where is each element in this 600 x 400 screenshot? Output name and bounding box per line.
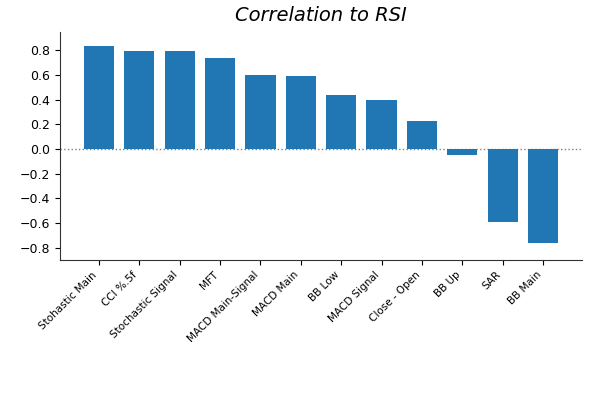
- Bar: [124, 51, 154, 149]
- Bar: [407, 121, 437, 149]
- Bar: [286, 76, 316, 149]
- Bar: [528, 149, 558, 243]
- Bar: [488, 149, 518, 222]
- Bar: [205, 58, 235, 149]
- Bar: [367, 100, 397, 149]
- Bar: [245, 75, 275, 149]
- Bar: [84, 46, 114, 149]
- Title: Correlation to RSI: Correlation to RSI: [235, 6, 407, 25]
- Bar: [447, 149, 478, 155]
- Bar: [326, 96, 356, 149]
- Bar: [164, 51, 195, 149]
